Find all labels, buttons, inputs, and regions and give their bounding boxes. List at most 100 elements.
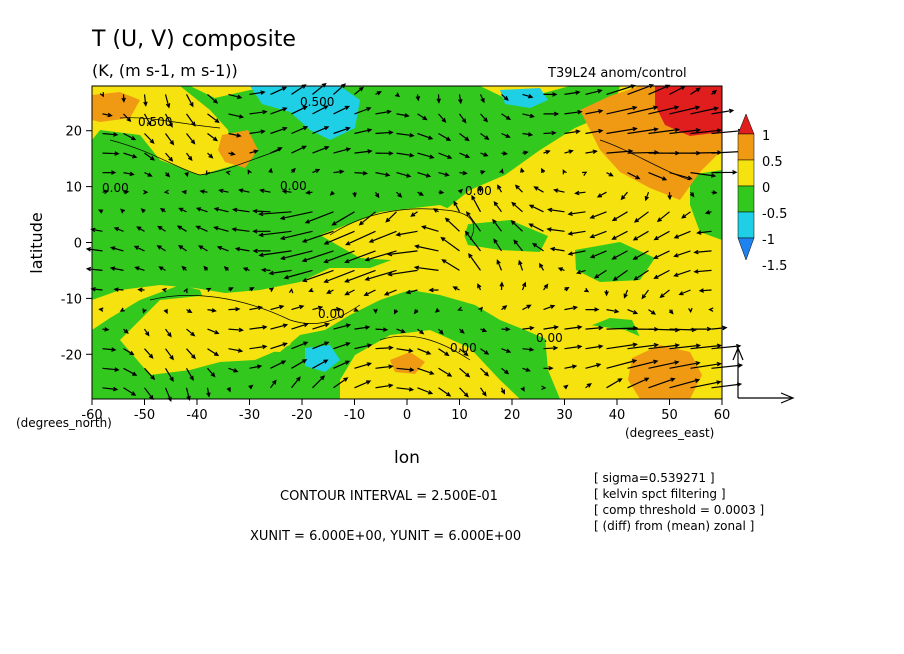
wind-vector	[480, 170, 486, 175]
wind-vector	[627, 377, 650, 389]
wind-vector	[501, 305, 508, 311]
wind-vector	[593, 269, 607, 279]
wind-vector	[183, 287, 188, 294]
wind-vector	[156, 245, 166, 252]
wind-vector	[541, 167, 546, 174]
wind-vector	[606, 378, 623, 389]
wind-vector	[520, 386, 525, 392]
wind-vector	[396, 348, 414, 353]
wind-vector	[207, 308, 217, 313]
wind-vector	[564, 344, 583, 350]
wind-vector	[165, 133, 175, 146]
wind-vector	[690, 380, 722, 389]
wind-vector	[207, 133, 219, 142]
wind-vector	[459, 152, 471, 158]
wind-vector	[522, 113, 535, 119]
wind-vector	[181, 265, 187, 271]
wind-vector	[123, 387, 137, 396]
wind-vector	[312, 359, 329, 369]
wind-vector	[123, 189, 130, 195]
wind-vector	[576, 269, 586, 275]
wind-vector	[177, 244, 187, 252]
wind-vector	[280, 250, 313, 261]
wind-vector	[386, 250, 418, 257]
wind-vector	[123, 171, 135, 177]
x-tick-label: -20	[291, 408, 312, 423]
wind-vector	[136, 226, 145, 232]
wind-vector	[352, 192, 357, 198]
wind-vector	[477, 283, 482, 291]
wind-vector	[518, 259, 524, 271]
wind-vector	[673, 250, 691, 258]
wind-vector	[567, 250, 586, 256]
wind-vector	[345, 230, 376, 246]
wind-vector	[417, 132, 434, 140]
wind-vector	[396, 191, 403, 198]
wind-vector	[195, 225, 208, 232]
wind-vector	[480, 113, 489, 123]
wind-vector	[270, 126, 288, 135]
wind-vector	[333, 126, 351, 135]
wind-vector	[669, 343, 702, 350]
wind-vector	[606, 126, 638, 135]
wind-vector	[632, 250, 649, 260]
x-tick-label: -30	[239, 408, 260, 423]
wind-vector	[312, 126, 330, 135]
wind-vector	[627, 309, 639, 315]
wind-vector	[501, 113, 512, 121]
wind-vector	[333, 360, 351, 369]
wind-vector	[373, 308, 378, 314]
wind-vector	[648, 360, 680, 369]
wind-vector	[109, 246, 124, 252]
wind-vector	[501, 93, 509, 101]
wind-vector	[312, 322, 330, 330]
wind-vector	[354, 343, 373, 350]
colorbar-label: -0.5	[762, 207, 787, 222]
wind-vector	[161, 287, 167, 293]
wind-vector	[248, 384, 254, 390]
run-label: T39L24 anom/control	[547, 66, 687, 81]
wind-vector	[459, 348, 469, 357]
wind-vector	[97, 209, 104, 214]
wind-vector	[522, 304, 532, 311]
wind-vector	[354, 170, 369, 176]
wind-vector	[270, 107, 288, 115]
wind-vector	[500, 387, 506, 395]
wind-vector	[564, 364, 578, 369]
wind-vector	[165, 348, 174, 361]
x-tick-label: 10	[451, 408, 468, 423]
wind-vector	[458, 94, 463, 105]
wind-vector	[144, 367, 156, 381]
wind-vector	[521, 281, 527, 291]
y-tick-label: -20	[61, 348, 82, 363]
wind-vector	[564, 325, 583, 330]
wind-vector	[417, 387, 434, 395]
wind-vector	[242, 267, 250, 272]
wind-vector	[375, 383, 394, 389]
wind-vector	[681, 211, 691, 219]
note-line: [ (diff) from (mean) zonal ]	[594, 519, 754, 533]
wind-vector	[543, 345, 559, 351]
wind-vector	[438, 113, 447, 123]
wind-vector	[690, 172, 717, 178]
wind-vector	[344, 250, 376, 264]
field-cyan-n	[250, 86, 360, 140]
wind-vector	[228, 132, 242, 138]
wind-vector	[606, 149, 634, 154]
note-line: [ kelvin spct filtering ]	[594, 487, 726, 501]
wind-vector	[121, 94, 126, 103]
wind-vector	[688, 307, 693, 314]
wind-vector	[564, 305, 579, 311]
wind-vector	[123, 328, 129, 334]
colorbar-swatch	[737, 237, 755, 261]
x-axis-title: lon	[394, 448, 420, 468]
wind-vector	[653, 250, 670, 259]
wind-vector	[249, 305, 264, 311]
contour-label: 0.00	[280, 179, 307, 193]
wind-vector	[501, 151, 509, 156]
wind-vector	[633, 269, 649, 281]
x-tick-label: 0	[403, 408, 411, 423]
wind-vector	[434, 307, 440, 313]
wind-vector	[291, 359, 308, 369]
wind-vector	[134, 266, 145, 271]
